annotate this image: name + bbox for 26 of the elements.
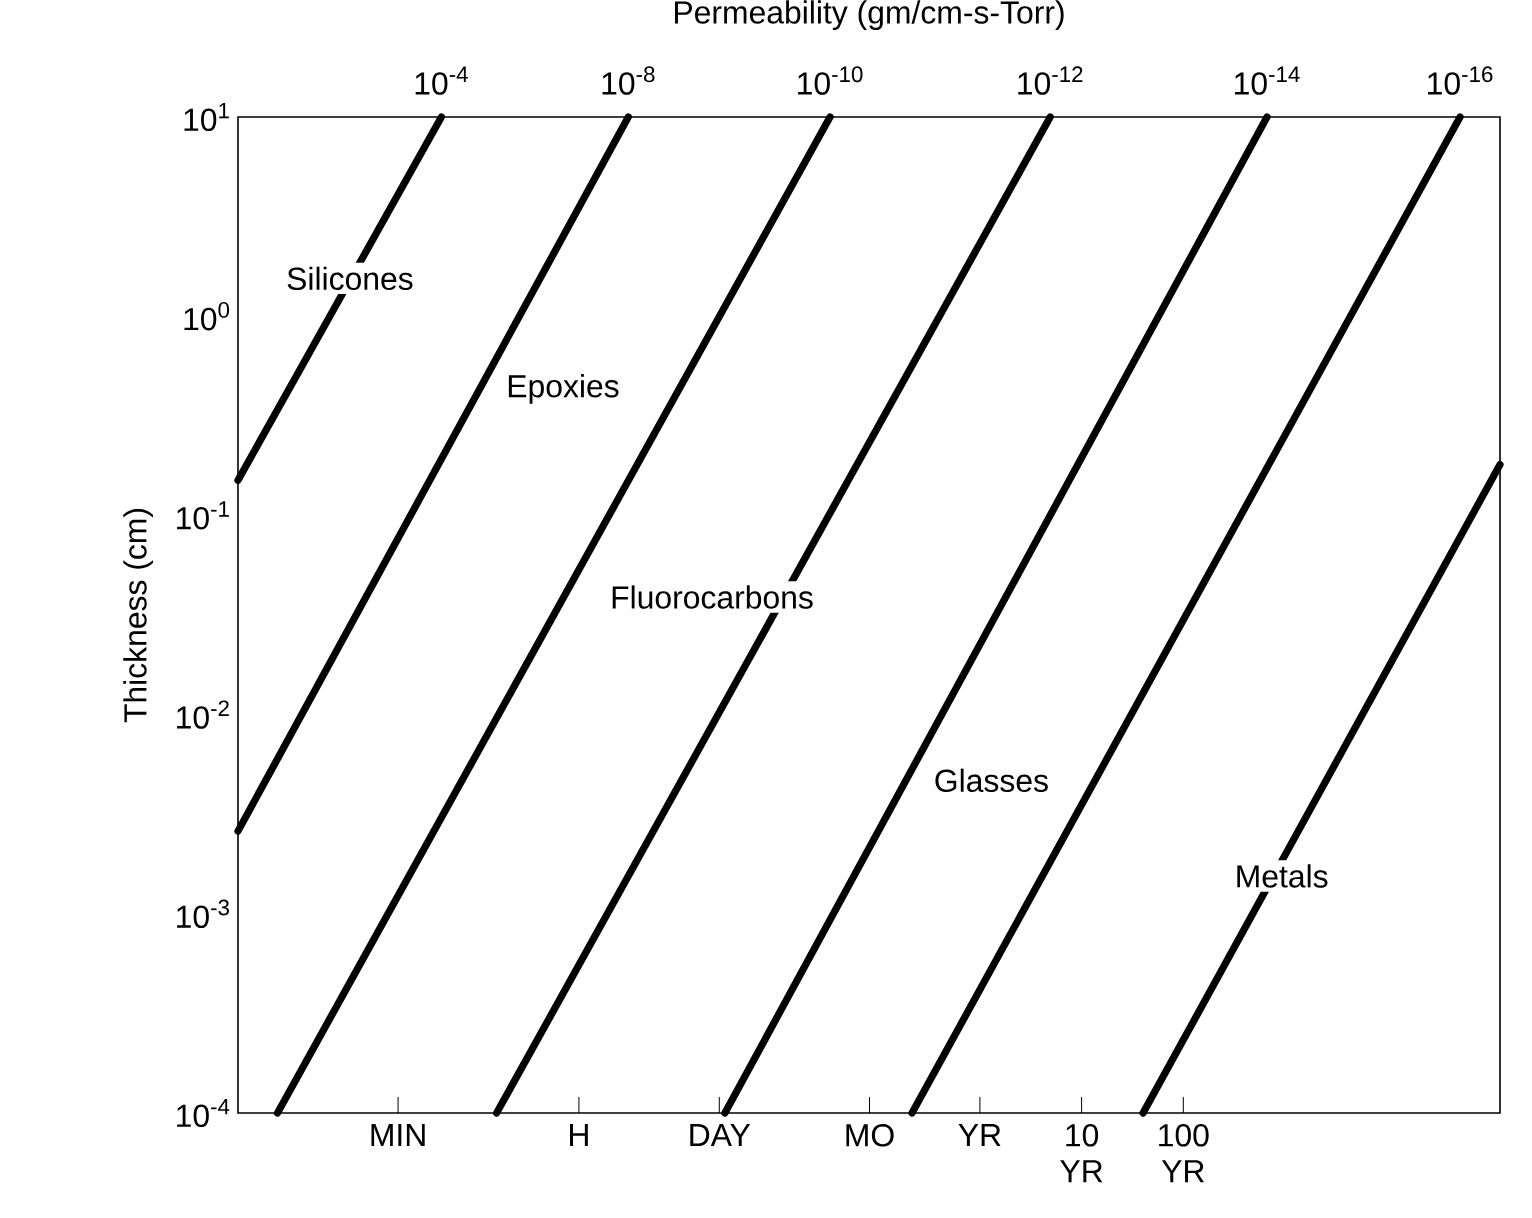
y-tick-label: 10$^{-2}$ xyxy=(177,700,229,729)
y-tick-label: 10$^{-4}$ xyxy=(177,1098,230,1128)
y-tick-label: 10$^{0}$ xyxy=(184,302,230,331)
y-tick-label: 10$^{1}$ xyxy=(184,102,229,132)
annotation: Glasses xyxy=(935,768,1048,793)
x-tick-label: DAY xyxy=(690,1124,751,1146)
x-tick-label: 100 YR xyxy=(1159,1124,1209,1183)
x-tick-label: MIN xyxy=(371,1124,425,1146)
y-tick-label: 10$^{-1}$ xyxy=(177,501,229,530)
series-label: 10$^{-10}$ xyxy=(798,66,863,95)
series-label: 10$^{-8}$ xyxy=(602,66,655,95)
annotation: Fluorocarbons xyxy=(612,585,813,609)
series-label: 10$^{-14}$ xyxy=(1235,66,1300,95)
annotation: Epoxies xyxy=(508,374,619,404)
series-label: 10$^{-4}$ xyxy=(415,66,468,95)
chart-title: Permeability (gm/cm-s-Torr) xyxy=(675,0,1064,31)
x-tick-label: YR xyxy=(958,1124,1001,1146)
x-tick-label: MO xyxy=(846,1124,894,1147)
annotation: Silicones xyxy=(287,266,413,291)
series-label: 10$^{-16}$ xyxy=(1428,66,1493,95)
x-tick-label: 10 YR xyxy=(1060,1124,1103,1183)
annotation: Metals xyxy=(1237,864,1328,888)
y-tick-label: 10$^{-3}$ xyxy=(177,899,229,928)
x-tick-label: H xyxy=(570,1124,588,1146)
series-label: 10$^{-12}$ xyxy=(1018,66,1083,95)
y-axis-title: Thickness (cm) xyxy=(123,508,153,723)
